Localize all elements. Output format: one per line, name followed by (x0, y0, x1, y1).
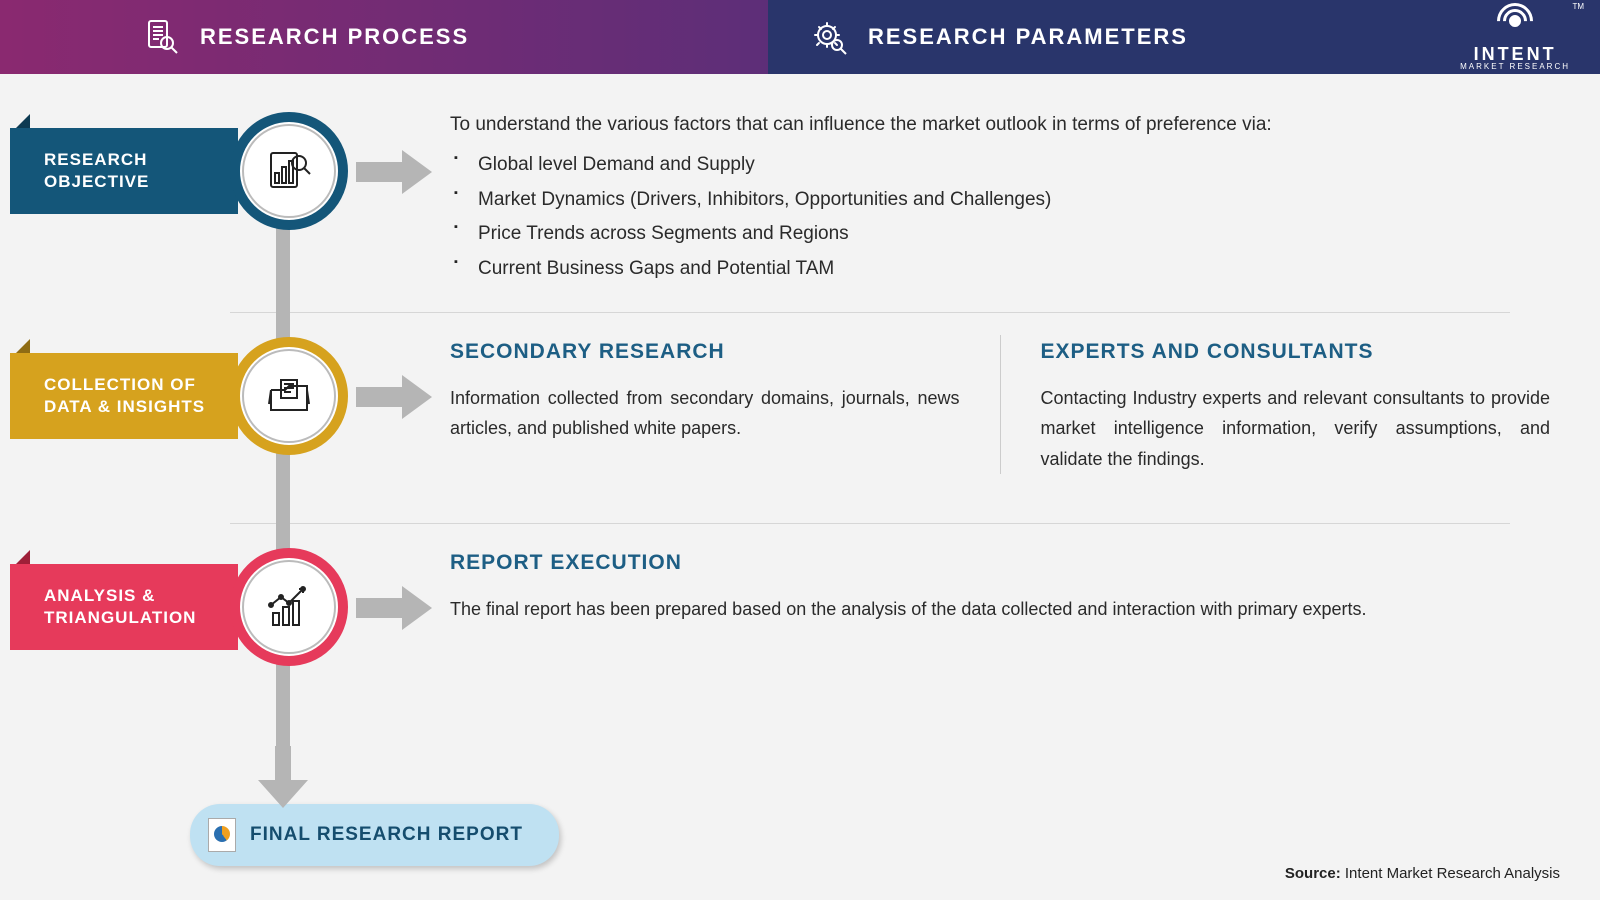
step2-label: COLLECTION OF DATA & INSIGHTS (44, 374, 220, 418)
header-left: RESEARCH PROCESS (0, 0, 768, 74)
folder-doc-icon (265, 372, 313, 420)
report-search-icon (265, 147, 313, 195)
signal-icon (1497, 3, 1533, 39)
final-label: FINAL RESEARCH REPORT (250, 824, 523, 846)
step2-node (230, 337, 348, 455)
step3-flag: ANALYSIS & TRIANGULATION (10, 564, 238, 650)
brand-logo: TM INTENT MARKET RESEARCH (1460, 3, 1570, 71)
step1-node (230, 112, 348, 230)
document-magnify-icon (140, 16, 182, 58)
step3-description: REPORT EXECUTION The final report has be… (440, 540, 1550, 624)
step-analysis: ANALYSIS & TRIANGULATION REPORT EXECUTIO… (10, 540, 1550, 690)
header-title-right: RESEARCH PARAMETERS (868, 24, 1188, 50)
content-area: RESEARCH OBJECTIVE To understand the var… (0, 74, 1600, 734)
bullet-item: Current Business Gaps and Potential TAM (472, 254, 1550, 284)
header-bar: RESEARCH PROCESS RESEARCH PARAMETERS TM … (0, 0, 1600, 74)
step-research-objective: RESEARCH OBJECTIVE To understand the var… (10, 104, 1550, 288)
secondary-research-col: SECONDARY RESEARCH Information collected… (450, 335, 960, 474)
step1-description: To understand the various factors that c… (440, 104, 1550, 288)
step1-label: RESEARCH OBJECTIVE (44, 149, 220, 193)
arrow-right-icon (356, 584, 432, 632)
col1-text: Information collected from secondary dom… (450, 383, 960, 444)
divider (230, 523, 1510, 524)
final-report-pill: FINAL RESEARCH REPORT (190, 804, 559, 866)
step3-section-title: REPORT EXECUTION (450, 546, 1550, 580)
col2-title: EXPERTS AND CONSULTANTS (1041, 335, 1551, 369)
step2-flag: COLLECTION OF DATA & INSIGHTS (10, 353, 238, 439)
source-label: Source: (1285, 865, 1341, 882)
source-text: Intent Market Research Analysis (1345, 865, 1560, 882)
logo-subtitle: MARKET RESEARCH (1460, 63, 1570, 71)
bullet-item: Price Trends across Segments and Regions (472, 219, 1550, 249)
source-attribution: Source: Intent Market Research Analysis (1285, 865, 1560, 882)
step1-bullets: Global level Demand and Supply Market Dy… (450, 150, 1550, 284)
step3-section-text: The final report has been prepared based… (450, 594, 1550, 625)
col2-text: Contacting Industry experts and relevant… (1041, 383, 1551, 475)
arrow-down-icon (258, 746, 308, 813)
step1-flag: RESEARCH OBJECTIVE (10, 128, 238, 214)
step2-description: SECONDARY RESEARCH Information collected… (440, 329, 1550, 474)
arrow-right-icon (356, 148, 432, 196)
step3-label: ANALYSIS & TRIANGULATION (44, 585, 220, 629)
chart-up-icon (265, 583, 313, 631)
report-doc-icon (208, 818, 236, 852)
header-right: RESEARCH PARAMETERS TM INTENT MARKET RES… (768, 0, 1600, 74)
header-title-left: RESEARCH PROCESS (200, 24, 469, 50)
divider (230, 312, 1510, 313)
gear-magnify-icon (808, 16, 850, 58)
step3-node (230, 548, 348, 666)
experts-col: EXPERTS AND CONSULTANTS Contacting Indus… (1000, 335, 1551, 474)
bullet-item: Market Dynamics (Drivers, Inhibitors, Op… (472, 185, 1550, 215)
step1-intro: To understand the various factors that c… (450, 110, 1550, 140)
step-data-collection: COLLECTION OF DATA & INSIGHTS SECOND (10, 329, 1550, 499)
bullet-item: Global level Demand and Supply (472, 150, 1550, 180)
logo-name: INTENT (1460, 45, 1570, 63)
col1-title: SECONDARY RESEARCH (450, 335, 960, 369)
arrow-right-icon (356, 373, 432, 421)
